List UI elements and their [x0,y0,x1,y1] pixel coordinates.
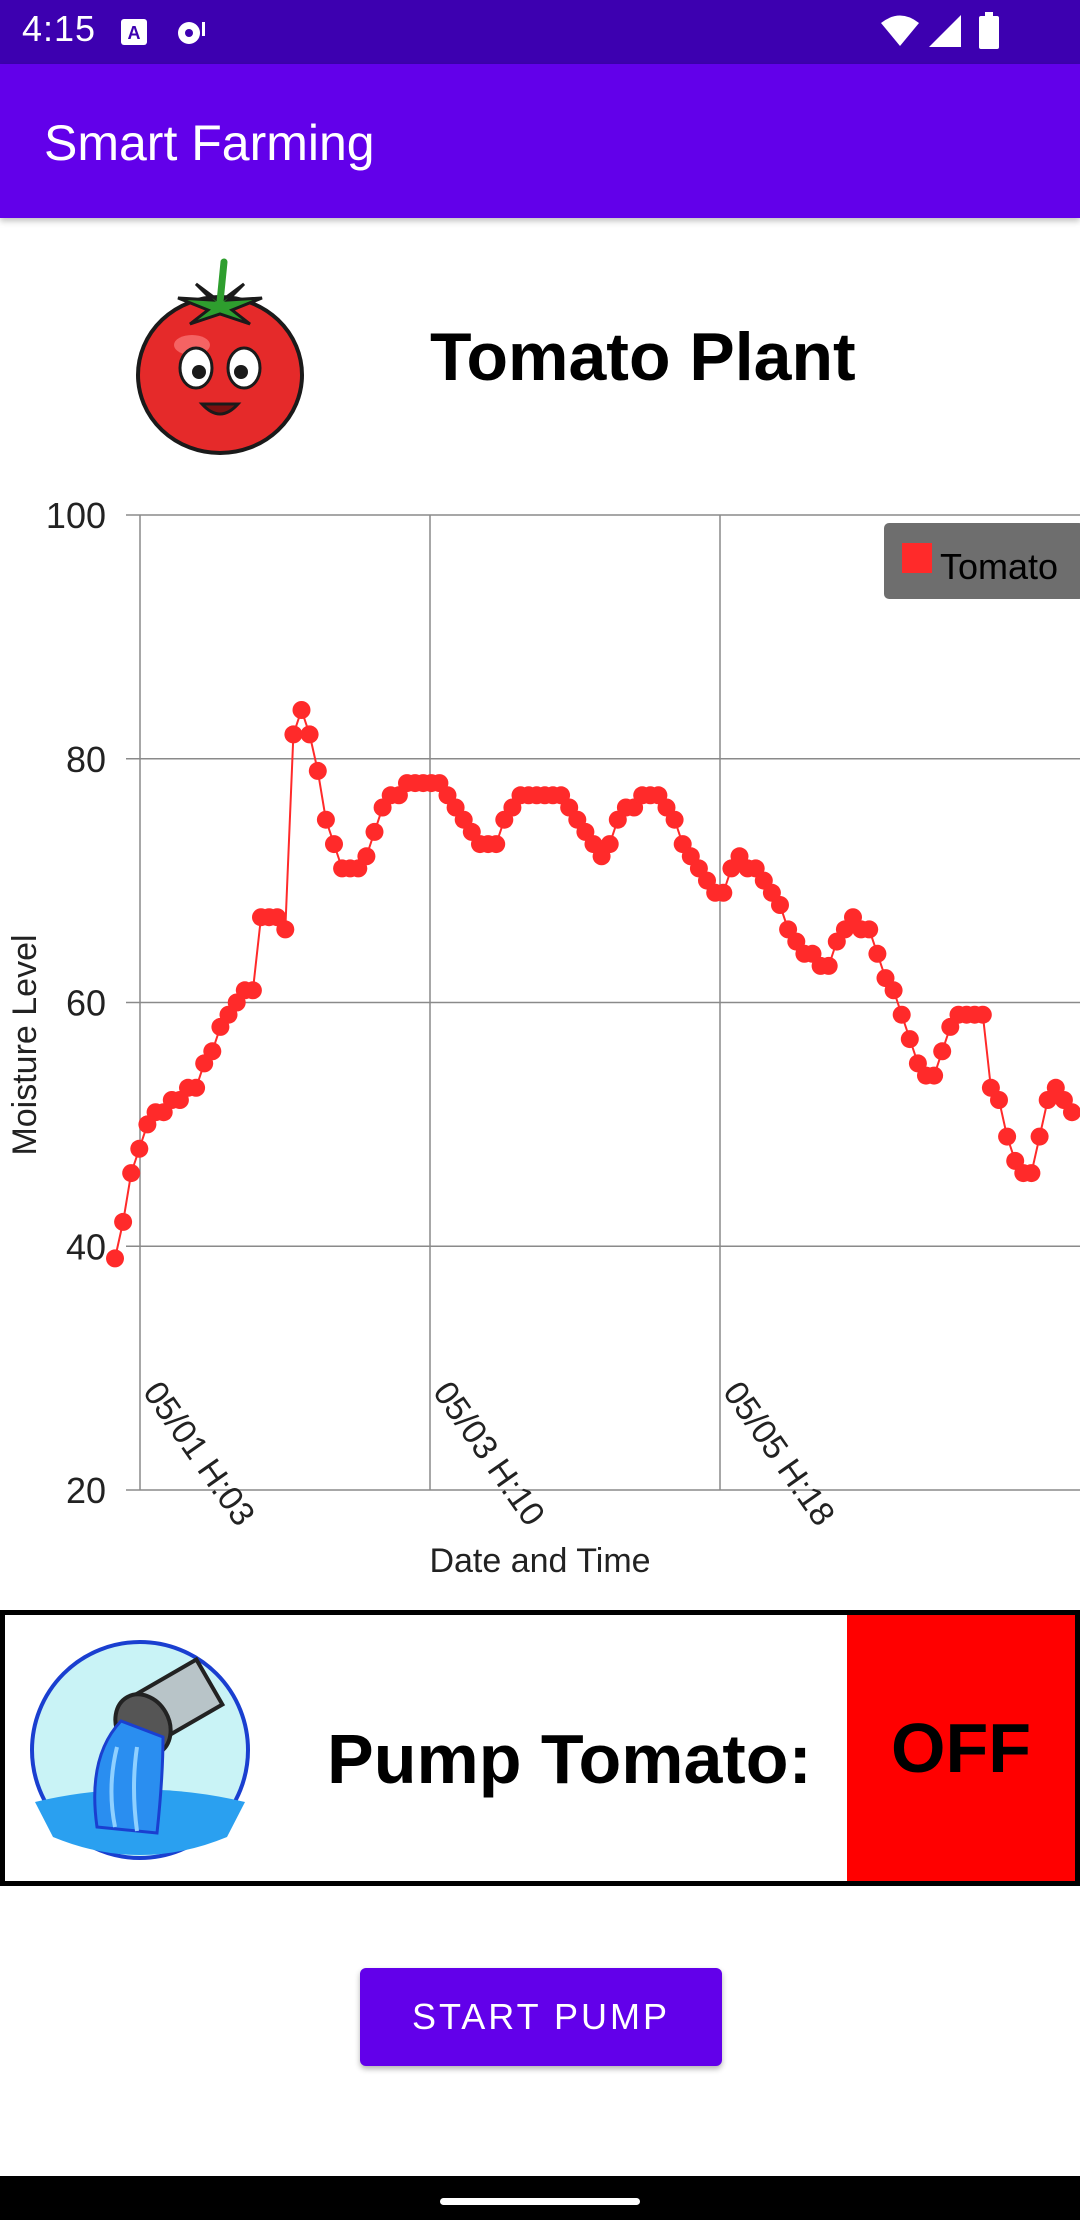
y-tick-label: 100 [46,495,106,536]
data-point [665,810,684,829]
data-point [1030,1127,1049,1146]
data-point [284,725,303,744]
data-point [243,981,262,1000]
data-point [860,920,879,939]
battery-icon [979,12,999,49]
y-tick-label: 20 [66,1470,106,1511]
data-point [276,920,295,939]
data-point [714,883,733,902]
data-point [884,981,903,1000]
data-point [487,835,506,854]
chart-y-ticks: 20 40 60 80 100 [46,495,140,1511]
signal-icon [929,15,961,47]
data-point [308,761,327,780]
pump-status-panel: Pump Tomato: OFF [0,1610,1080,1886]
moisture-chart: 20 40 60 80 100 05/01 H:03 05/03 H:10 05/05 H:… [6,495,1080,1580]
chart-x-axis-label: Date and Time [429,1542,650,1580]
data-point [771,896,789,914]
data-point [114,1212,133,1231]
pump-label: Pump Tomato: [327,1720,812,1798]
plant-title: Tomato Plant [430,319,856,395]
data-point [106,1249,124,1268]
chart-y-axis-label: Moisture Level [6,934,44,1155]
data-point [973,1005,992,1024]
data-point [130,1139,149,1158]
tomato-mascot-icon [136,258,304,455]
wifi-icon [881,15,919,46]
data-point [325,835,343,854]
data-point [998,1127,1017,1146]
data-point [990,1091,1008,1109]
y-tick-label: 40 [66,1226,106,1267]
media-notification-icon [178,22,205,44]
chart-x-ticks: 05/01 H:03 05/03 H:10 05/05 H:18 [135,1375,842,1533]
water-pipe-icon [30,1640,250,1860]
start-pump-button[interactable]: START PUMP [360,1968,722,2066]
status-bar: 4:15 A [0,0,1080,64]
y-tick-label: 60 [66,983,106,1024]
data-point [122,1164,141,1183]
data-point [292,701,311,719]
data-point [600,835,619,854]
x-tick-label: 05/03 H:10 [425,1375,552,1533]
legend-swatch [902,543,932,573]
app-bar: Smart Farming [0,64,1080,218]
data-point [300,725,319,744]
pump-state-badge: OFF [847,1615,1075,1881]
data-point [203,1042,222,1061]
x-tick-label: 05/01 H:03 [135,1375,262,1533]
status-time: 4:15 [22,8,97,49]
svg-text:A: A [128,23,141,43]
data-point [933,1042,952,1061]
chart-legend: Tomato [884,523,1080,599]
chart-grid [139,514,1080,1491]
x-tick-label: 05/05 H:18 [715,1375,842,1533]
data-point [900,1030,919,1049]
data-point [316,810,335,829]
y-tick-label: 80 [66,739,106,780]
data-point [892,1005,911,1024]
data-point [1063,1103,1080,1122]
data-point [1022,1164,1041,1183]
data-point [868,944,887,963]
data-point [187,1078,206,1097]
app-title: Smart Farming [44,115,375,171]
a-notification-icon: A [121,19,147,45]
home-gesture-handle[interactable] [440,2198,640,2205]
data-point [925,1066,944,1085]
data-point [357,847,376,866]
legend-label: Tomato [940,546,1058,587]
chart-series [106,701,1080,1268]
data-point [365,822,384,841]
data-point [819,956,838,975]
